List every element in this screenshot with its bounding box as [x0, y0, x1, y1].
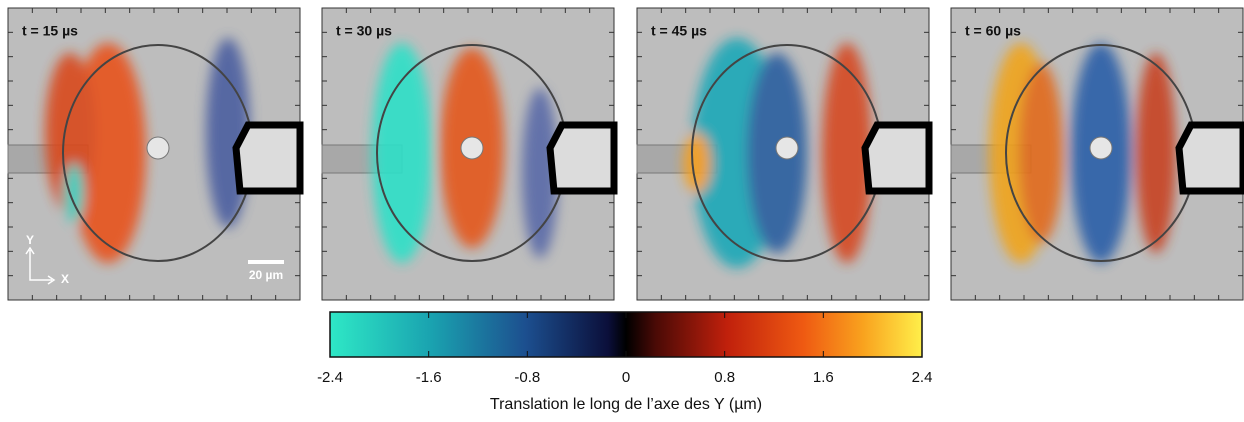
displacement-map [989, 43, 1176, 263]
panel: t = 15 µs 20 µm Y X [7, 7, 304, 301]
pipette-right [1175, 121, 1244, 195]
colorbar-tick-label: 2.4 [912, 369, 933, 386]
colorbar-tick-label: 1.6 [813, 369, 834, 386]
nucleus [146, 136, 170, 160]
axis-y-label: Y [26, 233, 34, 247]
panel-label: t = 30 µs [336, 23, 392, 39]
colorbar-tick-label: -0.8 [514, 369, 540, 386]
nucleus [775, 136, 799, 160]
nucleus [1089, 136, 1113, 160]
colorbar-label: Translation le long de l’axe des Y (µm) [490, 396, 762, 413]
colorbar-tick-label: -1.6 [416, 369, 442, 386]
colorbar [329, 311, 923, 358]
colorbar-tick-label: -2.4 [317, 369, 343, 386]
panel: t = 30 µs [321, 7, 618, 301]
axis-x-label: X [61, 272, 69, 286]
nucleus [460, 136, 484, 160]
displacement-region [372, 43, 432, 263]
scale-bar-label: 20 µm [249, 268, 283, 282]
colorbar-tick-label: 0.8 [714, 369, 735, 386]
displacement-region [1136, 53, 1176, 253]
panel-label: t = 15 µs [22, 23, 78, 39]
panels: t = 15 µs 20 µm Y Xt = 30 µs t = 45 µs t = 60… [7, 7, 1244, 301]
panel-label: t = 45 µs [651, 23, 707, 39]
displacement-region [64, 163, 84, 223]
panel-label: t = 60 µs [965, 23, 1021, 39]
displacement-region [683, 133, 711, 193]
pipette-right [861, 121, 933, 195]
colorbar-tick-label: 0 [622, 369, 630, 386]
pipette-right [232, 121, 304, 195]
pipette-right [546, 121, 618, 195]
colorbar-ticks: -2.4 -1.6 -0.8 0 0.8 1.6 2.4 [317, 312, 932, 386]
panel: t = 45 µs [636, 7, 933, 301]
axis-glyph [25, 246, 56, 285]
panel: t = 60 µs [950, 7, 1244, 301]
displacement-region [1019, 63, 1063, 243]
displacement-region [822, 43, 872, 263]
displacement-region [45, 53, 95, 213]
